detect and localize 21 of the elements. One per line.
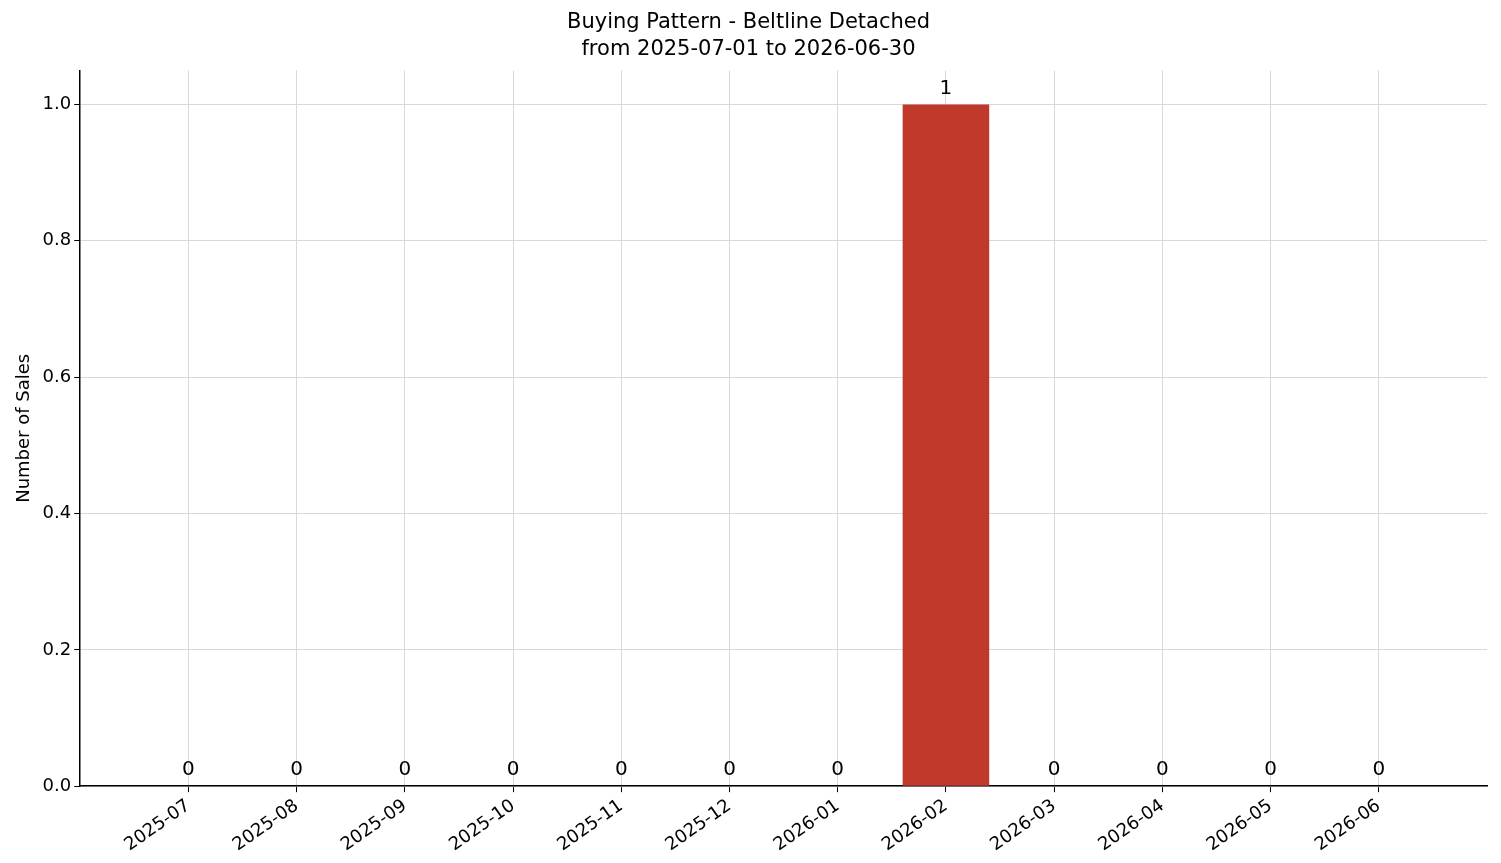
y-tick-label: 0.0 [42, 773, 72, 795]
y-tick-label: 0.8 [42, 228, 72, 250]
y-tick-label: 0.2 [42, 637, 72, 659]
data-label: 0 [290, 756, 304, 781]
data-label: 0 [723, 756, 736, 781]
y-tick-label: 1.0 [42, 92, 72, 114]
data-label: 0 [1372, 756, 1386, 781]
data-label: 1 [939, 74, 953, 99]
chart-subtitle: from 2025-07-01 to 2026-06-30 [581, 36, 916, 61]
data-label: 0 [831, 756, 845, 781]
data-label: 0 [506, 756, 520, 781]
data-label: 0 [614, 756, 628, 781]
data-label: 0 [398, 756, 412, 781]
data-label: 0 [1155, 756, 1169, 781]
data-label: 0 [182, 756, 195, 781]
data-label: 0 [1264, 756, 1277, 781]
chart-title: Buying Pattern - Beltline Detached [566, 9, 931, 34]
y-tick-label: 0.4 [42, 501, 72, 523]
data-label: 0 [1047, 756, 1061, 781]
y-tick-label: 0.6 [42, 364, 72, 386]
y-axis-title: Number of Sales [12, 353, 34, 503]
